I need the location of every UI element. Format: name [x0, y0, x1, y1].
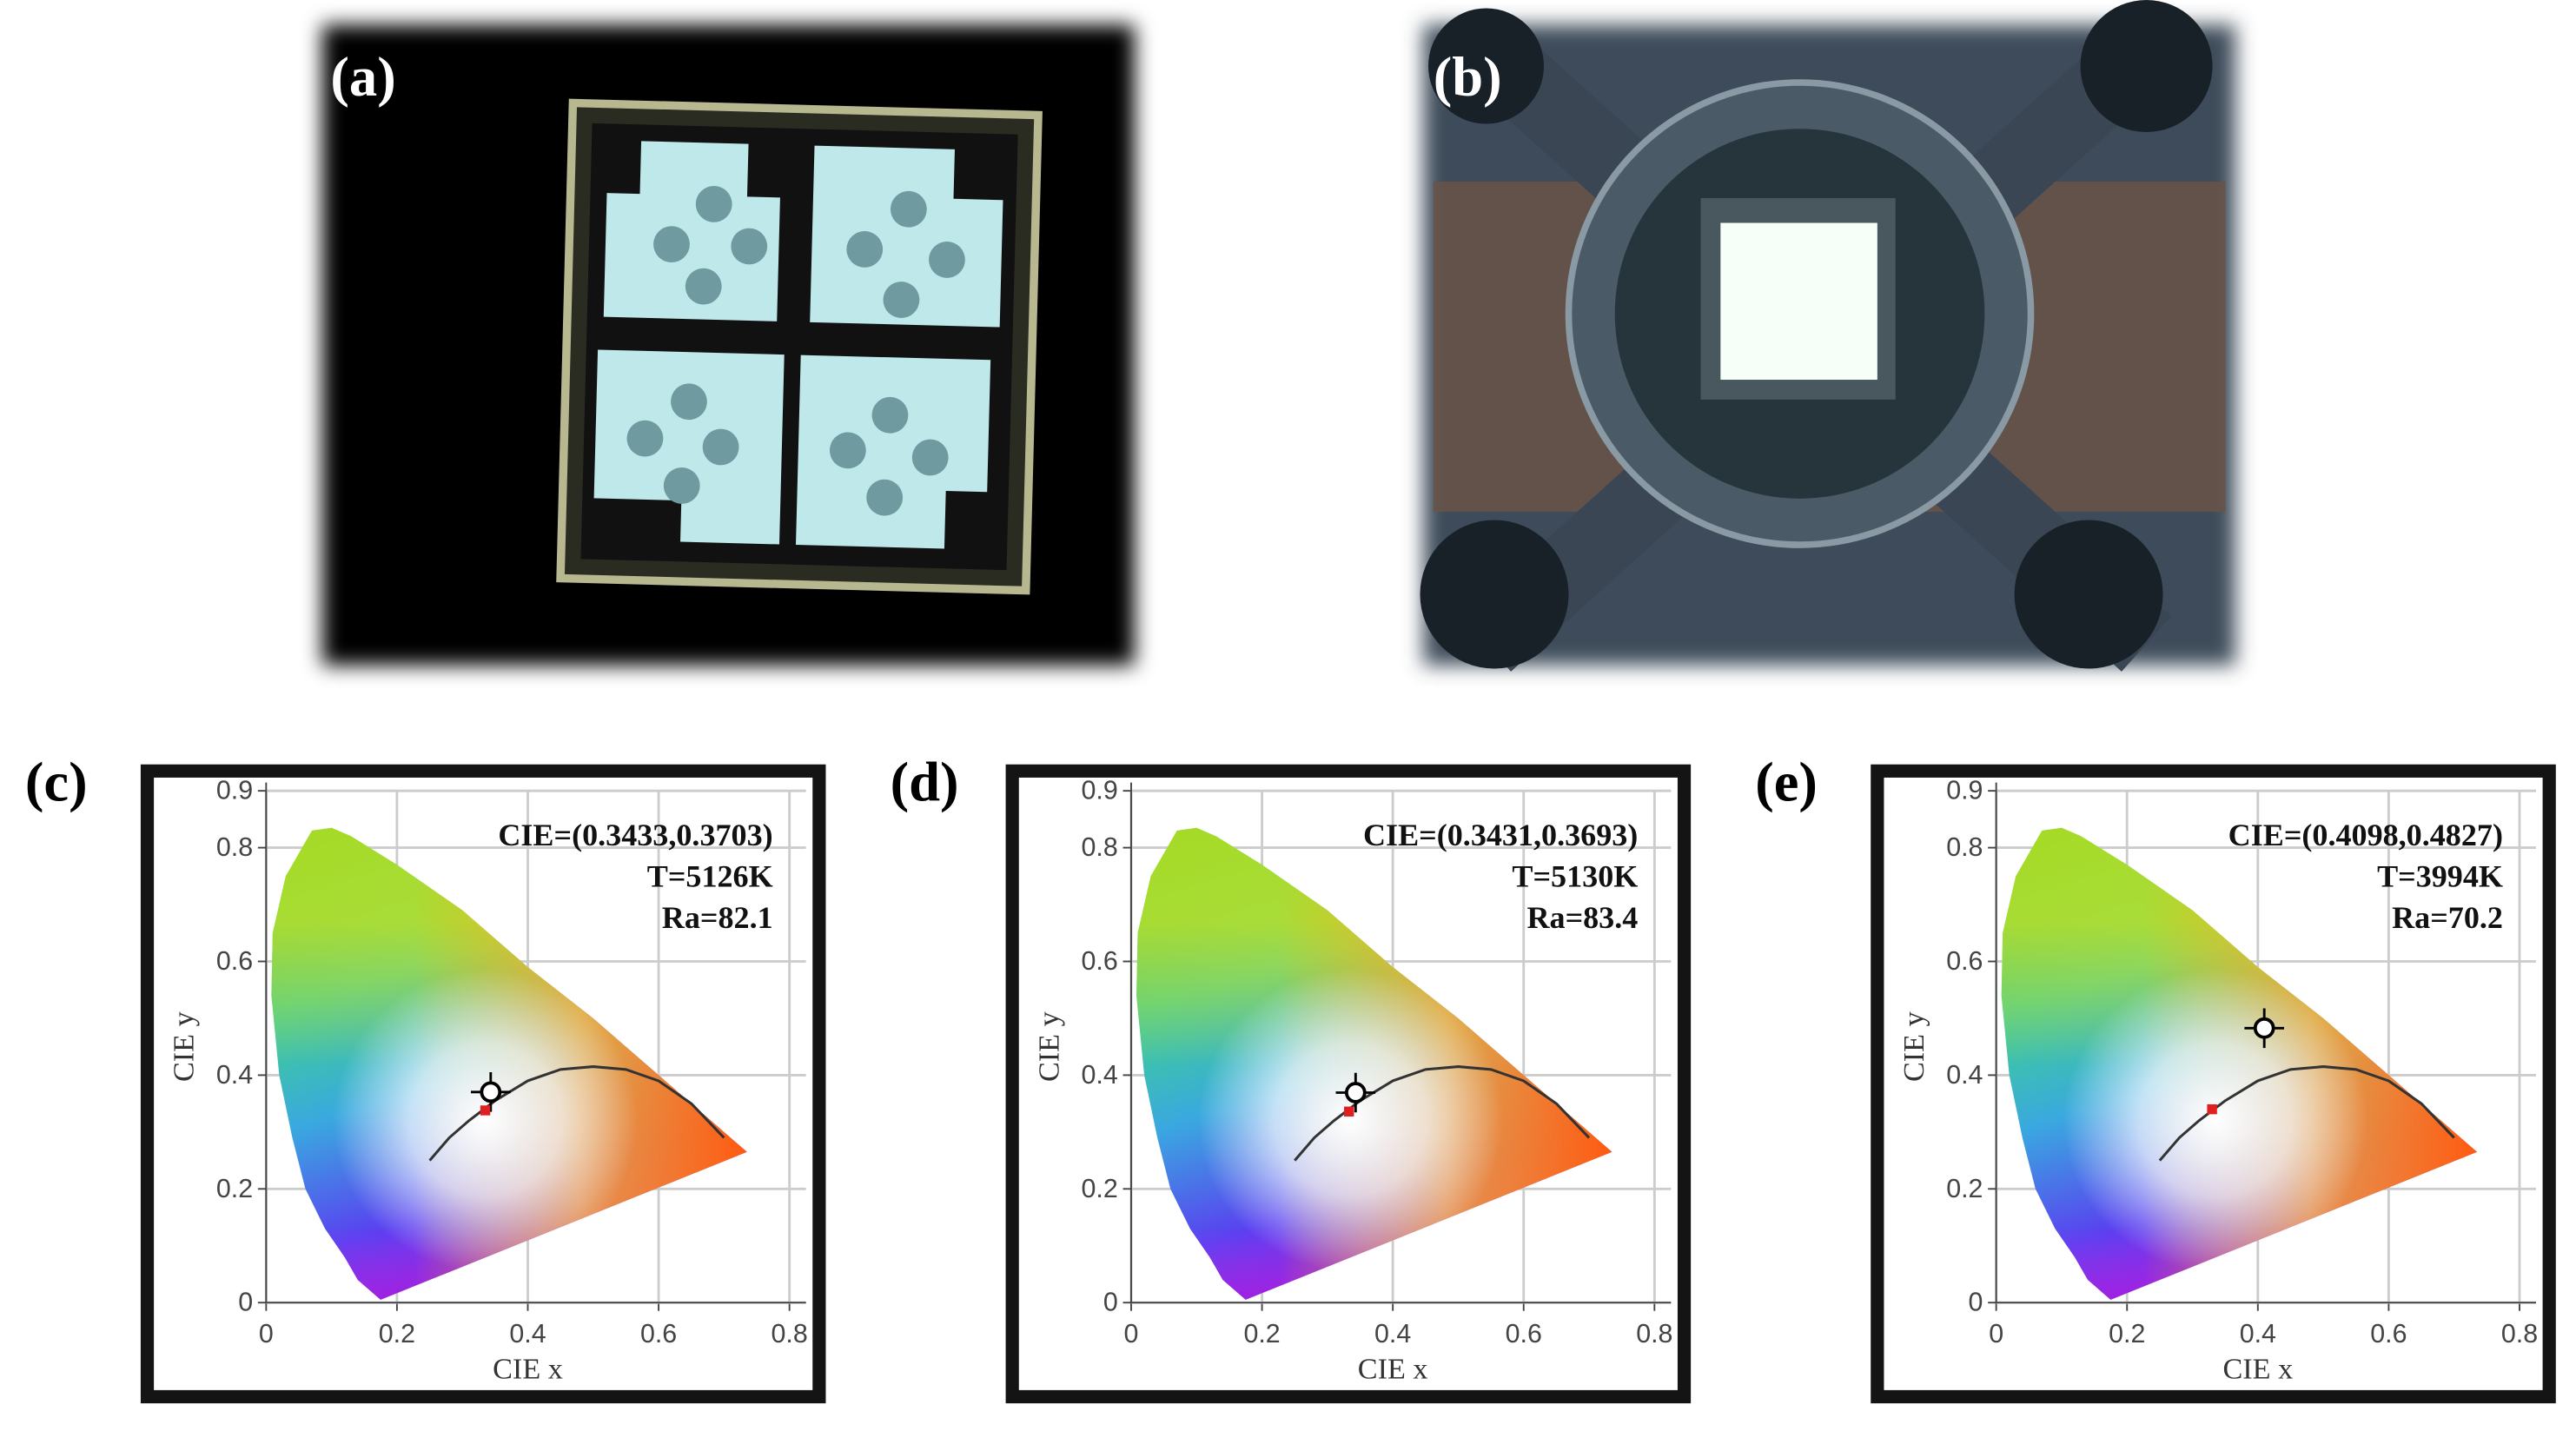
annotation: CIE=(0.4098,0.4827): [2228, 818, 2503, 852]
led-die: [1720, 222, 1877, 381]
gamut-area: [1136, 827, 1612, 1300]
corner-holes: [1420, 0, 2213, 669]
reference-point: [480, 1105, 491, 1116]
y-tick-label: 0.6: [1946, 946, 1983, 976]
x-axis-label: CIE x: [2222, 1354, 2293, 1386]
reference-point: [1344, 1106, 1354, 1117]
x-tick-label: 0.6: [2370, 1319, 2407, 1349]
photo-b: [1420, 0, 2236, 672]
y-axis-label: CIE y: [1033, 1011, 1065, 1082]
x-tick-label: 0: [1124, 1319, 1139, 1349]
y-tick-label: 0.4: [1946, 1060, 1983, 1090]
y-tick-label: 0.6: [1082, 946, 1118, 976]
cie-chart: (e) 0 0.2 0.4 0.6 0.8 0 0.2 0.4 0.6 0.8 0.9 CIE x CIE…: [1755, 751, 2556, 1404]
x-tick-label: 0.2: [1243, 1319, 1280, 1349]
x-tick-label: 0.4: [509, 1319, 546, 1349]
cie-chart: (c) 0 0.2 0.4 0.6 0.8 0 0.2 0.4 0.6 0.8 0.9 CIE x CIE…: [25, 751, 826, 1404]
annotation: CIE=(0.3433,0.3703): [498, 818, 772, 852]
y-tick-label: 0.9: [1082, 776, 1118, 805]
annotation: T=5126K: [647, 858, 773, 893]
y-axis-label: CIE y: [169, 1011, 201, 1082]
tiles: [593, 141, 1003, 549]
x-tick-label: 0.6: [1506, 1319, 1542, 1349]
x-tick-label: 0.2: [379, 1319, 415, 1349]
y-tick-label: 0.2: [1082, 1174, 1118, 1203]
x-tick-label: 0.2: [2109, 1319, 2145, 1349]
annotation: Ra=82.1: [662, 900, 773, 935]
x-tick-label: 0: [259, 1319, 274, 1349]
y-tick-label: 0.6: [216, 946, 253, 976]
y-tick-label: 0: [1969, 1288, 1983, 1317]
y-tick-label: 0.2: [1946, 1174, 1983, 1203]
planckian-locus: [2158, 1065, 2455, 1162]
annotation: T=3994K: [2377, 858, 2503, 893]
x-tick-label: 0.8: [1636, 1319, 1672, 1349]
y-tick-label: 0: [238, 1288, 253, 1317]
annotation: Ra=83.4: [1526, 900, 1638, 935]
tile-dots: [626, 185, 965, 516]
reference-point: [2207, 1103, 2217, 1115]
y-tick-label: 0.9: [216, 776, 253, 805]
photo-a: [321, 24, 1135, 666]
x-tick-label: 0.4: [2240, 1319, 2276, 1349]
x-axis-label: CIE x: [1358, 1354, 1428, 1386]
y-tick-label: 0.2: [216, 1174, 253, 1203]
x-tick-label: 0.4: [1374, 1319, 1411, 1349]
led-chip: [556, 98, 1043, 595]
gamut-area: [2001, 827, 2478, 1300]
y-axis-label: CIE y: [1898, 1011, 1930, 1082]
x-axis-label: CIE x: [493, 1354, 563, 1386]
x-tick-label: 0: [1989, 1319, 2003, 1349]
x-tick-label: 0.8: [771, 1319, 808, 1349]
annotation: Ra=70.2: [2392, 900, 2503, 935]
chromaticity-point: [480, 1081, 502, 1103]
cie-chart: (d) 0 0.2 0.4 0.6 0.8 0 0.2 0.4 0.6 0.8 0.9 CIE x CIE…: [891, 751, 1692, 1404]
gamut-area: [271, 827, 747, 1300]
panel-label: (d): [891, 751, 959, 813]
planckian-locus: [1294, 1065, 1591, 1162]
panel-label: (c): [25, 751, 88, 813]
panel-label: (e): [1755, 751, 1818, 813]
planckian-locus: [428, 1065, 725, 1162]
annotation: CIE=(0.3431,0.3693): [1363, 818, 1638, 852]
x-tick-label: 0.8: [2501, 1319, 2538, 1349]
annotation: T=5130K: [1512, 858, 1638, 893]
panel-label: (b): [1434, 45, 1502, 108]
x-tick-label: 0.6: [640, 1319, 677, 1349]
chromaticity-point: [2253, 1017, 2275, 1039]
y-tick-label: 0.4: [1082, 1060, 1118, 1090]
y-tick-label: 0.8: [216, 832, 253, 862]
y-tick-label: 0.4: [216, 1060, 253, 1090]
y-tick-label: 0.8: [1946, 832, 1983, 862]
y-tick-label: 0.8: [1082, 832, 1118, 862]
y-tick-label: 0.9: [1946, 776, 1983, 805]
panel-label: (a): [330, 45, 395, 108]
y-tick-label: 0: [1103, 1288, 1118, 1317]
chromaticity-point: [1344, 1082, 1367, 1103]
